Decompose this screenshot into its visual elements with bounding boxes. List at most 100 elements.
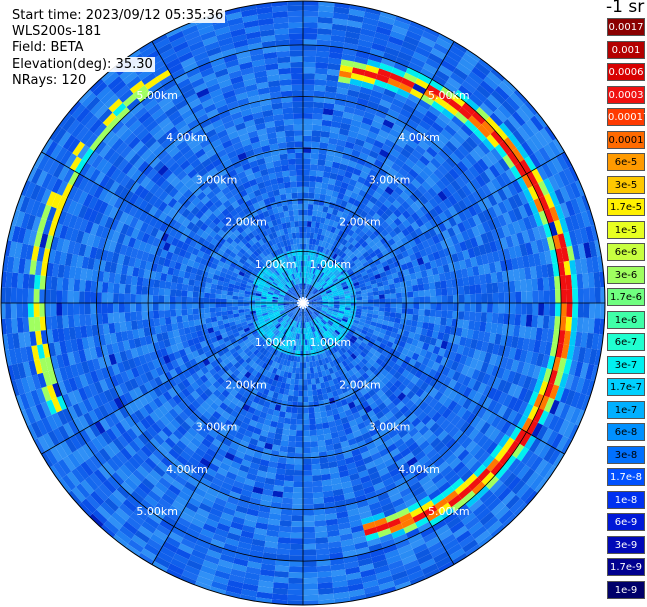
range-gate-cell [559, 202, 571, 218]
range-gate-cell [350, 246, 357, 253]
range-gate-cell [331, 23, 347, 32]
range-gate-cell [479, 171, 491, 185]
range-gate-cell [487, 193, 498, 207]
range-gate-cell [502, 154, 515, 169]
range-gate-cell [67, 290, 74, 303]
range-gate-cell [538, 195, 550, 211]
range-gate-cell [306, 290, 309, 296]
range-gate-cell [320, 252, 325, 260]
range-gate-cell [502, 77, 518, 93]
range-gate-cell [330, 214, 337, 222]
range-gate-cell [330, 274, 336, 280]
range-gate-cell [322, 422, 330, 429]
range-gate-cell [347, 236, 355, 244]
range-gate-cell [408, 168, 419, 179]
range-gate-cell [464, 303, 471, 312]
range-gate-cell [357, 237, 366, 245]
range-gate-cell [378, 311, 385, 316]
range-gate-cell [331, 29, 346, 37]
range-gate-cell [458, 106, 472, 120]
range-gate-cell [344, 170, 353, 179]
range-gate-cell [548, 175, 560, 192]
range-gate-cell [544, 208, 554, 224]
range-gate-cell [377, 20, 394, 31]
range-gate-cell [303, 232, 307, 238]
range-gate-cell [514, 280, 522, 292]
range-gate-cell [330, 40, 345, 49]
range-gate-cell [303, 124, 313, 131]
range-gate-cell [294, 458, 303, 465]
range-gate-cell [351, 264, 358, 271]
range-gate-cell [493, 108, 508, 123]
range-gate-cell [358, 152, 369, 161]
range-gate-cell [303, 266, 305, 273]
range-gate-cell [309, 170, 317, 177]
range-gate-cell [446, 183, 457, 195]
range-gate-cell [462, 276, 470, 287]
range-gate-cell [153, 287, 160, 296]
range-gate-cell [320, 291, 327, 295]
range-gate-cell [488, 164, 501, 178]
range-gate-cell [437, 149, 450, 161]
range-gate-cell [315, 239, 320, 246]
range-gate-cell [164, 295, 170, 303]
range-gate-cell [284, 475, 294, 482]
range-gate-cell [403, 143, 415, 154]
range-gate-cell [344, 265, 351, 272]
range-gate-cell [327, 295, 334, 298]
range-gate-cell [303, 379, 308, 386]
range-gate-cell [459, 172, 471, 185]
range-gate-cell [498, 303, 505, 314]
range-gate-cell [452, 132, 466, 145]
range-gate-cell [429, 260, 438, 269]
range-gate-cell [440, 256, 449, 266]
range-gate-cell [303, 56, 316, 63]
range-gate-cell [330, 121, 342, 129]
range-gate-cell [406, 224, 415, 234]
range-gate-cell [320, 290, 326, 295]
range-gate-cell [379, 303, 386, 308]
range-gate-cell [296, 362, 300, 368]
range-gate-cell [337, 274, 344, 280]
range-gate-cell [362, 274, 369, 280]
range-gate-cell [136, 276, 144, 287]
range-gate-cell [468, 115, 482, 129]
range-gate-cell [421, 135, 434, 147]
range-gate-cell [361, 270, 368, 277]
range-gate-cell [1, 318, 2, 336]
range-gate-cell [383, 88, 397, 99]
range-gate-cell [537, 315, 544, 329]
range-gate-cell [354, 181, 364, 190]
range-gate-cell [384, 186, 394, 196]
range-gate-cell [476, 84, 491, 99]
range-gate-cell [321, 125, 331, 133]
range-gate-cell [462, 53, 479, 67]
range-gate-cell [386, 41, 402, 52]
range-gate-cell [555, 303, 562, 317]
range-gate-cell [401, 77, 415, 89]
range-gate-cell [307, 284, 310, 290]
range-gate-cell [318, 1, 336, 2]
range-gate-cell [470, 256, 478, 267]
range-gate-cell [413, 265, 421, 273]
range-gate-cell [303, 215, 308, 221]
range-gate-cell [425, 176, 436, 188]
range-gate-cell [379, 298, 386, 303]
range-gate-cell [362, 261, 370, 268]
range-gate-cell [312, 289, 318, 294]
range-gate-cell [379, 62, 394, 73]
range-gate-cell [325, 212, 332, 220]
range-gate-cell [322, 260, 327, 267]
range-gate-cell [316, 33, 332, 41]
range-gate-cell [407, 308, 414, 315]
range-gate-cell [477, 124, 491, 138]
range-gate-cell [503, 248, 511, 260]
range-gate-cell [366, 200, 375, 209]
range-gate-cell [346, 268, 353, 274]
range-gate-cell [378, 290, 385, 295]
range-gate-cell [192, 308, 199, 315]
range-gate-cell [294, 464, 303, 471]
range-gate-cell [287, 600, 303, 605]
range-gate-cell [221, 290, 228, 295]
range-gate-cell [503, 137, 517, 152]
